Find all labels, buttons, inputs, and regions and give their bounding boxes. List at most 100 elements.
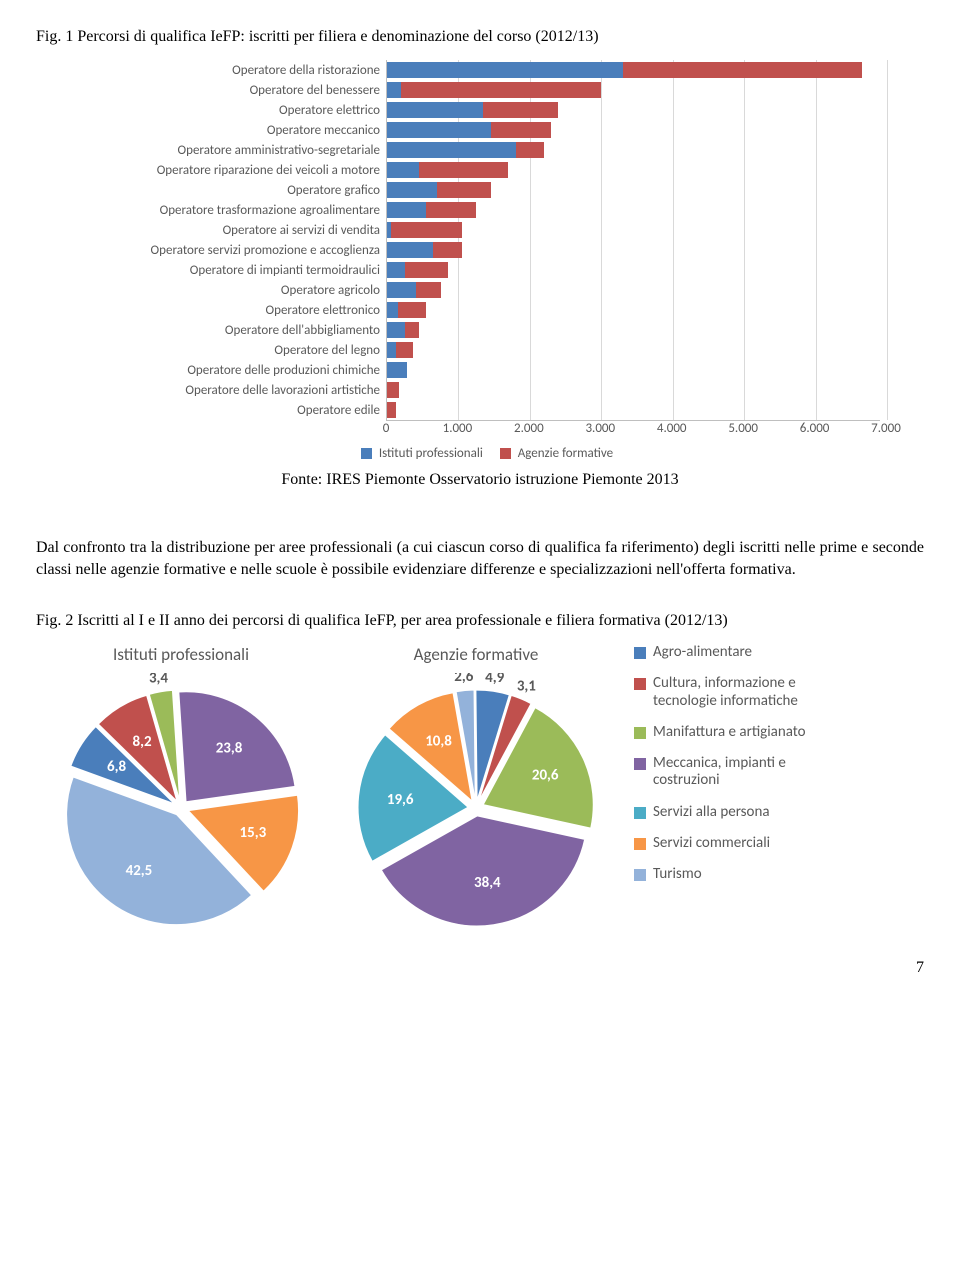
bar-row-label: Operatore dell'abbigliamento bbox=[80, 323, 386, 338]
bar-plot-area bbox=[386, 180, 880, 200]
pie-left: 6,88,23,423,815,342,5 bbox=[36, 673, 326, 933]
pie-slice-label: 23,8 bbox=[216, 740, 243, 758]
bar-seg-istituti bbox=[387, 282, 416, 298]
source-line: Fonte: IRES Piemonte Osservatorio istruz… bbox=[36, 471, 924, 489]
bar-seg-istituti bbox=[387, 82, 401, 98]
bar-row: Operatore del benessere bbox=[80, 80, 880, 100]
pie-slice-label: 2,6 bbox=[454, 673, 473, 686]
bar-seg-istituti bbox=[387, 262, 405, 278]
bar-row-label: Operatore riparazione dei veicoli a moto… bbox=[80, 163, 386, 178]
bar-seg-istituti bbox=[387, 302, 398, 318]
pie-slice-label: 8,2 bbox=[132, 733, 151, 751]
bar-chart: Operatore della ristorazioneOperatore de… bbox=[80, 60, 880, 440]
bar-row: Operatore delle lavorazioni artistiche bbox=[80, 380, 880, 400]
bar-row-label: Operatore edile bbox=[80, 403, 386, 418]
pie-legend-swatch bbox=[634, 727, 646, 739]
pie-slice-label: 6,8 bbox=[107, 758, 126, 776]
bar-chart-legend: Istituti professionali Agenzie formative bbox=[36, 446, 924, 461]
bar-row-label: Operatore grafico bbox=[80, 183, 386, 198]
x-tick-label: 5.000 bbox=[728, 421, 758, 436]
bar-row-label: Operatore delle lavorazioni artistiche bbox=[80, 383, 386, 398]
pie-right: 2,64,93,120,638,419,610,8 bbox=[326, 673, 626, 933]
legend-label-istituti: Istituti professionali bbox=[379, 446, 483, 461]
pie-slice-label: 3,1 bbox=[517, 678, 536, 696]
bar-seg-istituti bbox=[387, 162, 419, 178]
bar-row: Operatore dell'abbigliamento bbox=[80, 320, 880, 340]
pie-legend-item: Turismo bbox=[634, 866, 854, 883]
pie-legend-label: Manifattura e artigianato bbox=[653, 724, 806, 741]
body-paragraph: Dal confronto tra la distribuzione per a… bbox=[36, 537, 924, 580]
pie-legend-item: Manifattura e artigianato bbox=[634, 724, 854, 741]
x-tick-label: 4.000 bbox=[657, 421, 687, 436]
pie-legend-label: Servizi alla persona bbox=[653, 804, 770, 821]
bar-seg-istituti bbox=[387, 242, 433, 258]
bar-row: Operatore meccanico bbox=[80, 120, 880, 140]
bar-plot-area bbox=[386, 240, 880, 260]
pie-legend-item: Cultura, informazione e tecnologie infor… bbox=[634, 675, 854, 710]
bar-row: Operatore della ristorazione bbox=[80, 60, 880, 80]
bar-seg-agenzie bbox=[483, 102, 558, 118]
bar-row: Operatore servizi promozione e accoglien… bbox=[80, 240, 880, 260]
legend-label-agenzie: Agenzie formative bbox=[518, 446, 613, 461]
bar-row: Operatore amministrativo-segretariale bbox=[80, 140, 880, 160]
pie-slice-label: 38,4 bbox=[474, 874, 501, 892]
bar-seg-agenzie bbox=[387, 382, 399, 398]
bar-row: Operatore ai servizi di vendita bbox=[80, 220, 880, 240]
bar-row-label: Operatore trasformazione agroalimentare bbox=[80, 203, 386, 218]
bar-seg-agenzie bbox=[623, 62, 862, 78]
pie-legend-label: Servizi commerciali bbox=[653, 835, 770, 852]
fig2-title: Fig. 2 Iscritti al I e II anno dei perco… bbox=[36, 612, 924, 630]
bar-plot-area bbox=[386, 160, 880, 180]
fig1-title: Fig. 1 Percorsi di qualifica IeFP: iscri… bbox=[36, 28, 924, 46]
bar-row-label: Operatore elettronico bbox=[80, 303, 386, 318]
pie-legend-label: Agro-alimentare bbox=[653, 644, 752, 661]
bar-seg-istituti bbox=[387, 122, 491, 138]
bar-seg-agenzie bbox=[437, 182, 491, 198]
bar-seg-agenzie bbox=[401, 82, 601, 98]
x-tick-label: 1.000 bbox=[443, 421, 473, 436]
bar-plot-area bbox=[386, 260, 880, 280]
bar-row-label: Operatore agricolo bbox=[80, 283, 386, 298]
bar-row-label: Operatore ai servizi di vendita bbox=[80, 223, 386, 238]
bar-row-label: Operatore meccanico bbox=[80, 123, 386, 138]
bar-plot-area bbox=[386, 380, 880, 400]
bar-row-label: Operatore amministrativo-segretariale bbox=[80, 143, 386, 158]
pie-legend-swatch bbox=[634, 869, 646, 881]
pie-legend-swatch bbox=[634, 838, 646, 850]
bar-seg-agenzie bbox=[398, 302, 427, 318]
bar-seg-agenzie bbox=[396, 342, 414, 358]
pie-legend-swatch bbox=[634, 758, 646, 770]
pie-legend-label: Meccanica, impianti e costruzioni bbox=[653, 755, 854, 790]
bar-row: Operatore trasformazione agroalimentare bbox=[80, 200, 880, 220]
bar-plot-area bbox=[386, 220, 880, 240]
bar-plot-area bbox=[386, 200, 880, 220]
pie-legend-item: Agro-alimentare bbox=[634, 644, 854, 661]
bar-seg-istituti bbox=[387, 202, 426, 218]
bar-plot-area bbox=[386, 360, 880, 380]
bar-plot-area bbox=[386, 80, 880, 100]
bar-seg-istituti bbox=[387, 322, 405, 338]
bar-row-label: Operatore del legno bbox=[80, 343, 386, 358]
bar-row: Operatore grafico bbox=[80, 180, 880, 200]
pie-legend: Agro-alimentare Cultura, informazione e t… bbox=[626, 644, 854, 897]
bar-row: Operatore elettrico bbox=[80, 100, 880, 120]
pie-legend-item: Servizi commerciali bbox=[634, 835, 854, 852]
bar-seg-agenzie bbox=[491, 122, 552, 138]
bar-row-label: Operatore elettrico bbox=[80, 103, 386, 118]
pie-right-title: Agenzie formative bbox=[326, 644, 626, 665]
bar-row-label: Operatore delle produzioni chimiche bbox=[80, 363, 386, 378]
bar-plot-area bbox=[386, 140, 880, 160]
bar-seg-agenzie bbox=[516, 142, 545, 158]
legend-swatch-istituti bbox=[361, 448, 372, 459]
x-tick-label: 2.000 bbox=[514, 421, 544, 436]
bar-seg-agenzie bbox=[405, 262, 448, 278]
bar-row: Operatore delle produzioni chimiche bbox=[80, 360, 880, 380]
bar-row: Operatore edile bbox=[80, 400, 880, 420]
x-tick-label: 7.000 bbox=[871, 421, 901, 436]
pie-legend-item: Servizi alla persona bbox=[634, 804, 854, 821]
pie-slice-label: 20,6 bbox=[532, 767, 559, 785]
pie-slice-label: 15,3 bbox=[240, 824, 267, 842]
pie-slice-label: 19,6 bbox=[387, 791, 414, 809]
bar-seg-agenzie bbox=[419, 162, 508, 178]
pie-slice-label: 3,4 bbox=[149, 673, 168, 687]
